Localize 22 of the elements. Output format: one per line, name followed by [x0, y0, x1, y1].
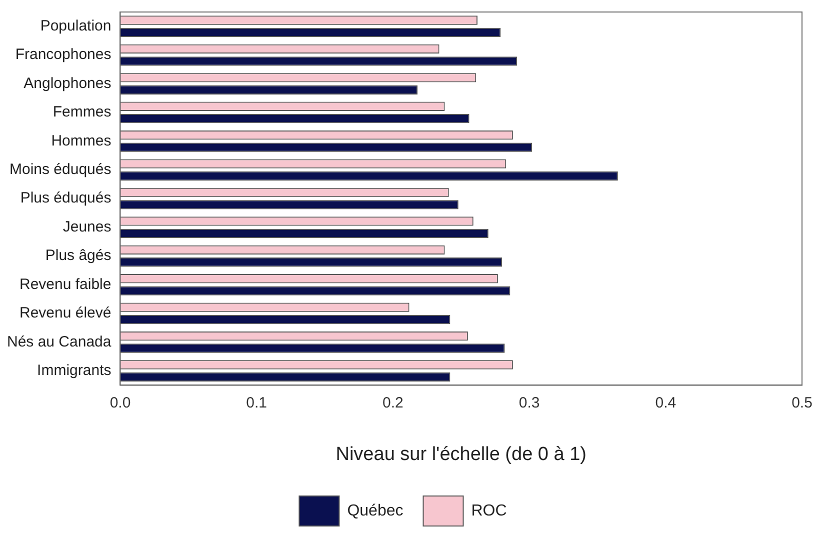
x-tick-label: 0.4: [655, 394, 676, 412]
legend-label: Québec: [347, 502, 404, 520]
y-tick-label: Plus éduqués: [20, 190, 112, 207]
y-tick-label: Francophones: [15, 46, 112, 64]
y-tick-label: Population: [40, 17, 112, 34]
legend-label: ROC: [471, 502, 507, 520]
x-tick-label: 0.5: [792, 394, 812, 412]
y-tick-label: Jeunes: [62, 218, 112, 236]
y-tick-label: Femmes: [52, 104, 112, 121]
x-axis-title: Niveau sur l'échelle (de 0 à 1): [336, 444, 586, 465]
x-tick-label: 0.1: [246, 394, 268, 412]
x-tick-label: 0.3: [518, 394, 540, 412]
y-tick-label: Revenu élevé: [20, 304, 112, 322]
x-tick-label: 0.2: [382, 394, 404, 412]
y-tick-label: Nés au Canada: [6, 333, 112, 350]
x-tick-label: 0.0: [110, 394, 131, 412]
y-tick-label: Moins éduqués: [10, 161, 112, 178]
y-tick-label: Immigrants: [37, 362, 112, 379]
y-tick-label: Revenu faible: [20, 276, 112, 293]
y-tick-label: Plus âgés: [45, 247, 112, 264]
y-tick-label: Hommes: [51, 132, 112, 150]
y-tick-label: Anglophones: [24, 74, 112, 92]
